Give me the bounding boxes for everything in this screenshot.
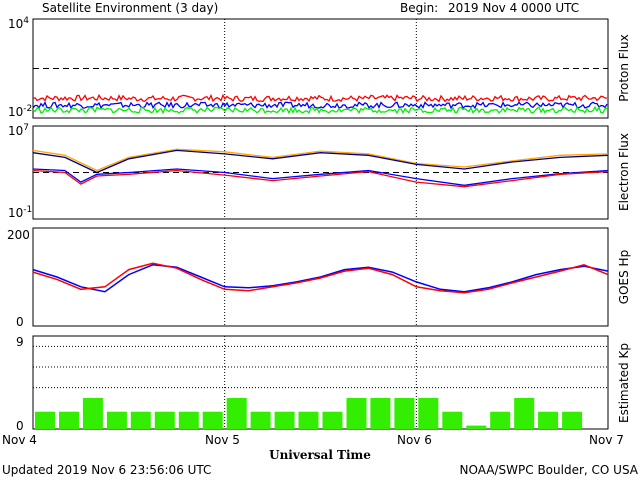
proton-ytick-bottom: 10-2 — [8, 104, 32, 119]
kp-bar — [226, 398, 247, 429]
kp-bar — [322, 411, 343, 429]
kp-bar — [274, 411, 295, 429]
kp-bar — [466, 425, 487, 429]
electron-series-c-line — [32, 168, 609, 186]
electron-series-d-line — [32, 169, 609, 188]
goes-hp-series-a-line — [32, 264, 609, 293]
electron-series-a-line — [32, 148, 609, 172]
proton-flux-plot — [32, 68, 608, 115]
proton-ytick-top: 104 — [8, 16, 29, 31]
kp-bar — [538, 411, 559, 429]
kp-bar — [370, 398, 391, 429]
electron-ytick-top: 107 — [8, 123, 29, 138]
electron-series-b-line — [32, 149, 609, 174]
kp-bar — [106, 411, 127, 429]
proton-flux-label: Proton Flux — [617, 34, 631, 101]
chart-title: Satellite Environment (3 day) — [42, 1, 218, 15]
kp-ytick-top: 9 — [16, 335, 24, 349]
x-axis-label: Universal Time — [269, 448, 371, 462]
hp-ytick-bottom: 0 — [16, 315, 24, 329]
kp-bar — [514, 398, 535, 429]
kp-panel-frame — [32, 335, 609, 430]
hp-ytick-top: 200 — [7, 228, 30, 242]
proton-series-b-line — [32, 100, 608, 110]
xtick-nov6: Nov 6 — [397, 433, 432, 447]
goes-hp-panel-frame — [32, 227, 609, 327]
goes-hp-label: GOES Hp — [617, 250, 631, 304]
xtick-nov4: Nov 4 — [2, 433, 37, 447]
kp-bar — [178, 411, 199, 429]
kp-bar — [59, 411, 79, 429]
begin-value: 2019 Nov 4 0000 UTC — [448, 1, 579, 15]
proton-series-a-line — [32, 93, 607, 103]
electron-ytick-bottom: 10-1 — [8, 205, 32, 220]
xtick-nov5: Nov 5 — [205, 433, 240, 447]
day-separator-lines — [224, 19, 417, 429]
kp-bar-plot — [33, 345, 608, 429]
kp-bar — [154, 411, 175, 429]
kp-bar — [346, 398, 367, 429]
estimated-kp-label: Estimated Kp — [617, 343, 631, 423]
kp-bar — [82, 398, 103, 429]
electron-flux-label: Electron Flux — [617, 133, 631, 211]
proton-series-c-line — [32, 106, 608, 115]
kp-ytick-bottom: 0 — [16, 419, 24, 433]
kp-bar — [35, 411, 55, 429]
goes-hp-series-b-line — [32, 262, 609, 294]
credit-text: NOAA/SWPC Boulder, CO USA — [460, 463, 639, 477]
kp-bar — [562, 411, 583, 429]
begin-label: Begin: — [400, 1, 438, 15]
kp-bar — [250, 411, 271, 429]
kp-bar — [130, 411, 151, 429]
kp-bar — [298, 411, 319, 429]
kp-bar — [490, 411, 511, 429]
kp-bar — [202, 411, 223, 429]
goes-hp-plot — [32, 262, 609, 294]
kp-bar — [442, 411, 463, 429]
kp-bar — [418, 398, 439, 429]
xtick-nov7: Nov 7 — [589, 433, 624, 447]
kp-bar — [394, 398, 415, 429]
updated-timestamp: Updated 2019 Nov 6 23:56:06 UTC — [2, 463, 211, 477]
electron-flux-plot — [32, 148, 609, 188]
